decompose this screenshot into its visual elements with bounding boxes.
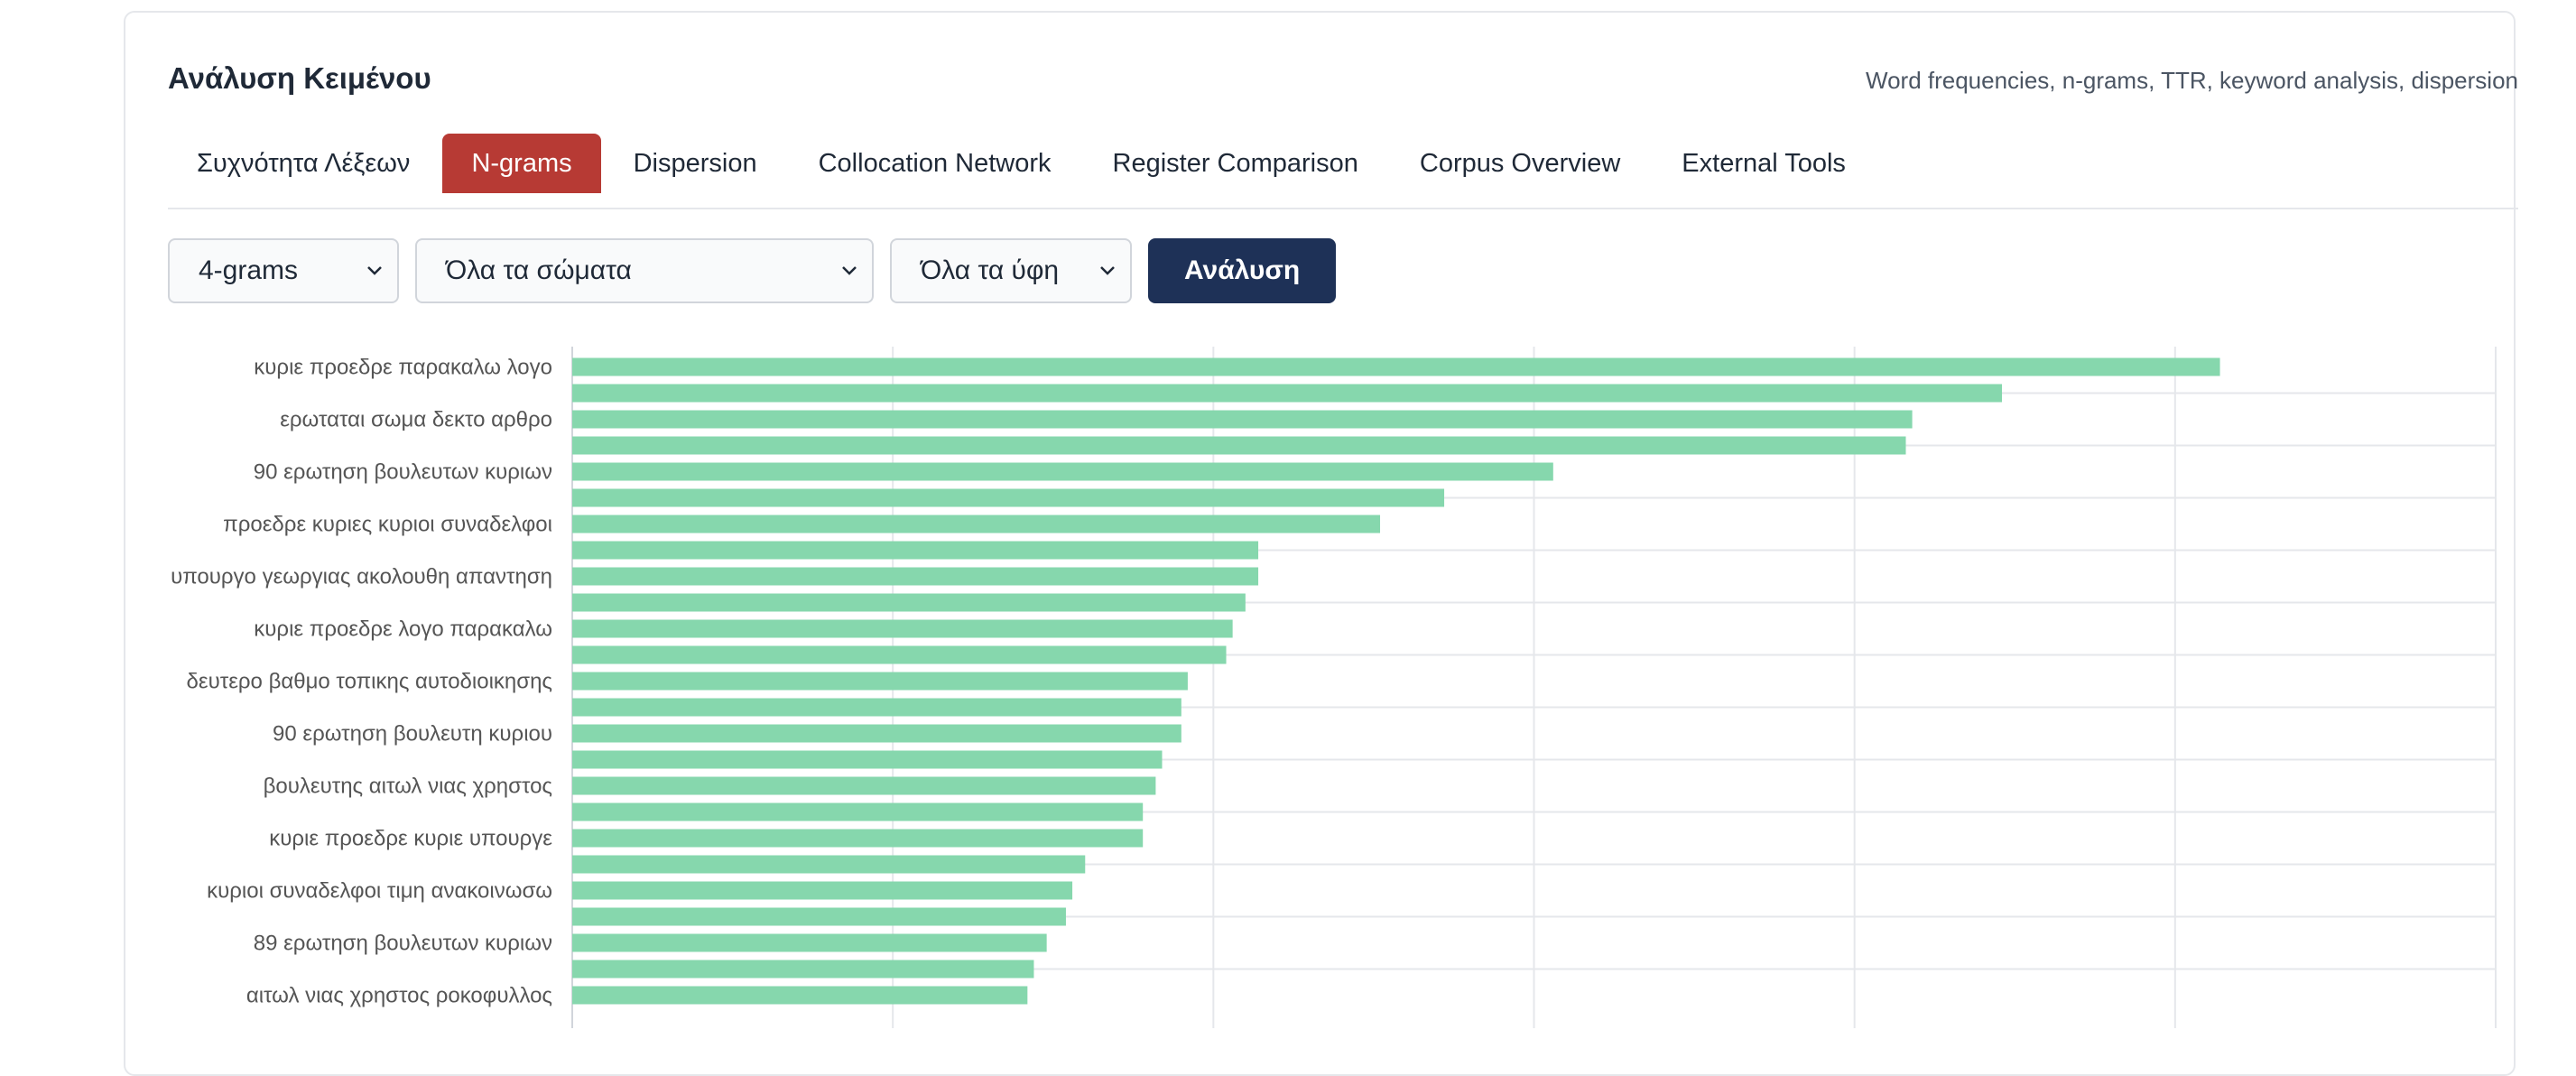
chart-bar <box>572 855 1086 874</box>
chart-bar <box>572 802 1144 821</box>
category-label: κυριε προεδρε παρακαλω λογο <box>254 356 552 380</box>
x-tick-label: 200 <box>1838 1032 1871 1034</box>
chart-bar <box>572 698 1181 717</box>
chart-bar <box>572 960 1034 979</box>
tab-ngrams[interactable]: N-grams <box>442 134 601 193</box>
chart-bar <box>572 724 1181 743</box>
chart-bar <box>572 384 2003 403</box>
chart-bar <box>572 986 1028 1005</box>
chart-bar <box>572 672 1188 691</box>
corpus-select-value: Όλα τα σώματα <box>446 255 632 285</box>
controls-row: 4-grams Όλα τα σώματα Όλα τα ύφη Ανάλυση <box>168 238 1337 303</box>
page-subtitle: Word frequencies, n-grams, TTR, keyword … <box>1866 67 2518 94</box>
chart-bar <box>572 776 1156 795</box>
ngram-select[interactable]: 4-grams <box>168 238 399 303</box>
chart-bar <box>572 619 1233 638</box>
x-tick-label: 150 <box>1517 1032 1551 1034</box>
x-tick-label: 50 <box>882 1032 903 1034</box>
category-label: υπουργο γεωργιας ακολουθη απαντηση <box>171 565 552 589</box>
category-label: 89 ερωτηση βουλευτων κυριων <box>254 932 552 956</box>
tab-corpus-overview[interactable]: Corpus Overview <box>1419 149 1621 178</box>
page-title: Ανάλυση Κειμένου <box>168 61 431 95</box>
chart-bar <box>572 436 1906 455</box>
x-tick-label: 250 <box>2158 1032 2191 1034</box>
category-label: 90 ερωτηση βουλευτη κυριου <box>273 722 552 747</box>
x-tick-label: 0 <box>567 1032 578 1034</box>
category-label: κυριοι συναδελφοι τιμη ανακοινωσω <box>207 879 552 904</box>
chart-bar <box>572 410 1913 429</box>
category-label: ερωταται σωμα δεκτο αρθρο <box>280 408 552 432</box>
x-tick-label: 300 <box>2479 1032 2513 1034</box>
category-label: δευτερο βαθμο τοπικης αυτοδιοικησης <box>187 670 552 694</box>
analyze-button[interactable]: Ανάλυση <box>1148 238 1337 303</box>
tab-register-comparison[interactable]: Register Comparison <box>1112 149 1358 178</box>
chart-bar <box>572 567 1259 586</box>
chevron-down-icon <box>842 266 857 275</box>
category-label: 90 ερωτηση βουλευτων κυριων <box>254 460 552 485</box>
ngram-bar-chart: κυριε προεδρε παρακαλω λογο ερωταται σωμα… <box>171 347 2513 1034</box>
chart-bar <box>572 645 1227 664</box>
chart-bar <box>572 907 1066 926</box>
chart-bar <box>572 357 2220 376</box>
tab-external-tools[interactable]: External Tools <box>1682 149 1846 178</box>
x-tick-label: 100 <box>1197 1032 1230 1034</box>
tab-dispersion[interactable]: Dispersion <box>633 149 757 178</box>
chart-bar <box>572 462 1553 481</box>
tab-collocation-network[interactable]: Collocation Network <box>818 149 1052 178</box>
chart-bar <box>572 593 1246 612</box>
category-label: προεδρε κυριες κυριοι συναδελφοι <box>223 513 552 537</box>
chevron-down-icon <box>367 266 382 275</box>
category-label: αιτωλ νιας χρηστος ροκοφυλλος <box>246 984 552 1008</box>
chart-bar <box>572 881 1073 900</box>
register-select[interactable]: Όλα τα ύφη <box>890 238 1132 303</box>
chart-bar <box>572 488 1445 507</box>
chart-bar <box>572 541 1259 560</box>
category-label: κυριε προεδρε κυριε υπουργε <box>269 827 552 851</box>
tab-bar: Συχνότητα Λέξεων N-grams Dispersion Coll… <box>168 134 1875 193</box>
chart-bar <box>572 829 1144 848</box>
corpus-select[interactable]: Όλα τα σώματα <box>415 238 874 303</box>
category-label: κυριε προεδρε λογο παρακαλω <box>254 617 552 642</box>
tab-word-frequency[interactable]: Συχνότητα Λέξεων <box>197 149 411 178</box>
chart-bar <box>572 750 1163 769</box>
ngram-select-value: 4-grams <box>199 255 299 285</box>
tabs-divider <box>168 208 2518 209</box>
chevron-down-icon <box>1100 266 1115 275</box>
chart-bar <box>572 515 1381 533</box>
register-select-value: Όλα τα ύφη <box>921 255 1060 285</box>
chart-bar <box>572 933 1047 952</box>
category-label: βουλευτης αιτωλ νιας χρηστος <box>264 775 552 799</box>
